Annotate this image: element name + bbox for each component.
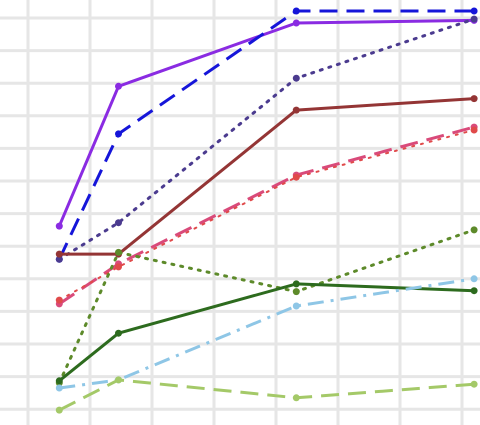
data-point — [292, 106, 300, 114]
data-point — [55, 296, 63, 304]
data-point — [115, 263, 122, 271]
series-6 — [55, 126, 478, 304]
data-point — [292, 173, 300, 181]
data-point — [470, 15, 478, 23]
data-point — [55, 384, 63, 392]
data-point — [470, 126, 478, 134]
series-line — [59, 277, 475, 390]
data-point — [115, 376, 122, 384]
data-point — [470, 380, 478, 388]
series-1 — [55, 16, 478, 230]
series-line — [58, 282, 475, 382]
data-point — [292, 302, 300, 310]
series-10 — [55, 376, 478, 414]
data-point — [115, 248, 122, 256]
series-4 — [55, 95, 478, 258]
series-line — [57, 9, 475, 260]
data-point — [115, 130, 122, 138]
data-point — [470, 275, 478, 283]
series-7 — [55, 226, 478, 387]
data-point — [55, 222, 63, 230]
data-point — [115, 219, 122, 227]
series-line — [57, 17, 476, 261]
series-line — [57, 18, 475, 227]
series-line — [57, 228, 476, 385]
data-point — [292, 19, 300, 27]
data-point — [292, 288, 300, 296]
data-point — [115, 82, 122, 90]
data-point — [292, 394, 300, 402]
data-point — [292, 7, 300, 15]
series-line — [59, 97, 475, 256]
data-point — [470, 95, 478, 103]
data-point — [470, 287, 478, 295]
series-layer — [55, 7, 478, 414]
series-line — [58, 125, 475, 306]
data-point — [470, 7, 478, 15]
series-8 — [55, 280, 478, 385]
data-point — [292, 280, 300, 288]
series-line — [58, 378, 475, 412]
data-point — [55, 255, 63, 263]
data-point — [115, 329, 122, 337]
data-point — [55, 377, 63, 385]
data-point — [470, 226, 478, 234]
data-point — [55, 250, 63, 258]
data-point — [55, 406, 63, 414]
data-point — [292, 74, 300, 82]
series-3 — [55, 15, 478, 263]
